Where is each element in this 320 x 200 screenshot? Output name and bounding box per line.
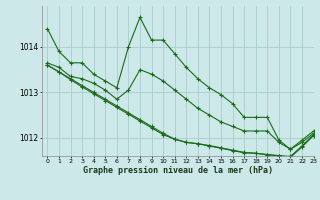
X-axis label: Graphe pression niveau de la mer (hPa): Graphe pression niveau de la mer (hPa): [83, 166, 273, 175]
